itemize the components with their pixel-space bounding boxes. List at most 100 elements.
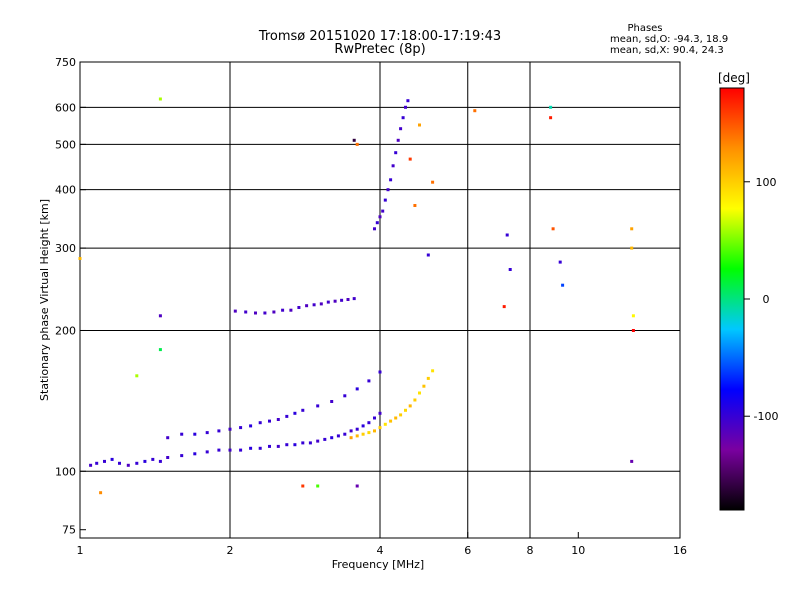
data-point xyxy=(502,305,506,309)
data-point xyxy=(343,394,347,398)
data-point xyxy=(193,432,197,436)
data-point xyxy=(276,444,280,448)
data-point xyxy=(383,198,387,202)
data-point xyxy=(394,151,398,155)
data-point xyxy=(631,314,635,318)
data-point xyxy=(549,116,553,120)
data-point xyxy=(378,426,382,430)
data-point xyxy=(285,443,289,447)
data-point xyxy=(330,436,334,440)
data-point xyxy=(399,127,403,131)
x-tick-label: 6 xyxy=(464,544,471,557)
data-point xyxy=(373,227,376,231)
data-point xyxy=(355,434,359,438)
data-point xyxy=(180,432,184,436)
data-point xyxy=(126,463,130,467)
data-point xyxy=(158,348,162,352)
data-point xyxy=(268,444,271,448)
data-point xyxy=(549,105,553,109)
data-point xyxy=(239,448,243,452)
stats-title: Phases xyxy=(627,23,662,34)
data-point xyxy=(413,204,417,207)
data-point xyxy=(399,413,403,417)
data-point xyxy=(355,142,359,146)
data-point xyxy=(408,404,412,408)
data-point xyxy=(103,459,106,463)
data-point xyxy=(378,370,382,374)
data-point xyxy=(297,306,301,309)
data-point xyxy=(367,431,371,435)
data-point xyxy=(276,418,280,421)
data-point xyxy=(406,99,410,103)
data-point xyxy=(239,426,243,430)
data-point xyxy=(389,178,393,182)
data-point xyxy=(99,491,103,495)
data-point xyxy=(355,484,359,488)
data-point xyxy=(249,446,253,450)
data-point xyxy=(95,461,99,465)
data-point xyxy=(319,302,323,306)
data-point xyxy=(308,441,312,445)
data-point xyxy=(333,299,337,303)
data-point xyxy=(293,411,297,415)
x-tick-label: 1 xyxy=(77,544,84,557)
x-tick-label: 4 xyxy=(377,544,384,557)
data-point xyxy=(404,105,407,109)
data-point xyxy=(355,427,359,431)
data-point xyxy=(316,484,320,488)
data-point xyxy=(551,227,555,231)
data-point xyxy=(431,180,435,184)
data-point xyxy=(630,246,634,250)
data-point xyxy=(293,443,297,447)
data-point xyxy=(305,304,309,308)
data-point xyxy=(180,454,184,458)
data-point xyxy=(418,391,421,395)
data-point xyxy=(336,434,340,438)
data-point xyxy=(404,408,407,412)
data-point xyxy=(285,414,289,418)
data-point xyxy=(89,463,93,467)
data-point xyxy=(193,452,197,456)
data-point xyxy=(205,431,209,435)
data-point xyxy=(301,484,305,488)
y-axis-label: Stationary phase Virtual Height [km] xyxy=(38,199,51,401)
data-point xyxy=(343,432,347,436)
data-point xyxy=(561,283,565,287)
data-point xyxy=(378,411,382,415)
data-point xyxy=(361,432,365,436)
data-point xyxy=(426,376,430,380)
data-point xyxy=(401,116,405,120)
data-point xyxy=(367,421,371,425)
data-point xyxy=(361,424,365,428)
data-point xyxy=(373,429,376,433)
data-point xyxy=(258,446,262,450)
data-point xyxy=(631,329,635,332)
data-point xyxy=(426,253,430,257)
data-point xyxy=(249,424,253,428)
x-tick-label: 2 xyxy=(227,544,234,557)
data-point xyxy=(330,400,334,403)
data-point xyxy=(422,384,426,388)
data-point xyxy=(254,311,257,315)
data-point xyxy=(217,448,221,452)
data-point xyxy=(110,457,114,461)
data-point xyxy=(316,439,320,443)
data-point xyxy=(408,157,412,161)
data-point xyxy=(323,437,327,441)
data-point xyxy=(316,404,320,408)
data-point xyxy=(244,310,248,314)
data-point xyxy=(166,436,170,440)
data-point xyxy=(381,209,385,213)
data-point xyxy=(355,387,359,391)
data-point xyxy=(135,374,139,378)
colorbar-tick-label: 0 xyxy=(763,293,770,306)
data-point xyxy=(394,416,398,420)
y-tick-label: 600 xyxy=(55,101,76,114)
data-point xyxy=(301,441,305,445)
data-point xyxy=(630,459,634,463)
data-point xyxy=(301,408,305,412)
y-tick-label: 300 xyxy=(55,242,76,255)
chart-subtitle: RwPretec (8p) xyxy=(334,42,425,57)
data-point xyxy=(217,429,221,433)
data-point xyxy=(258,421,262,425)
